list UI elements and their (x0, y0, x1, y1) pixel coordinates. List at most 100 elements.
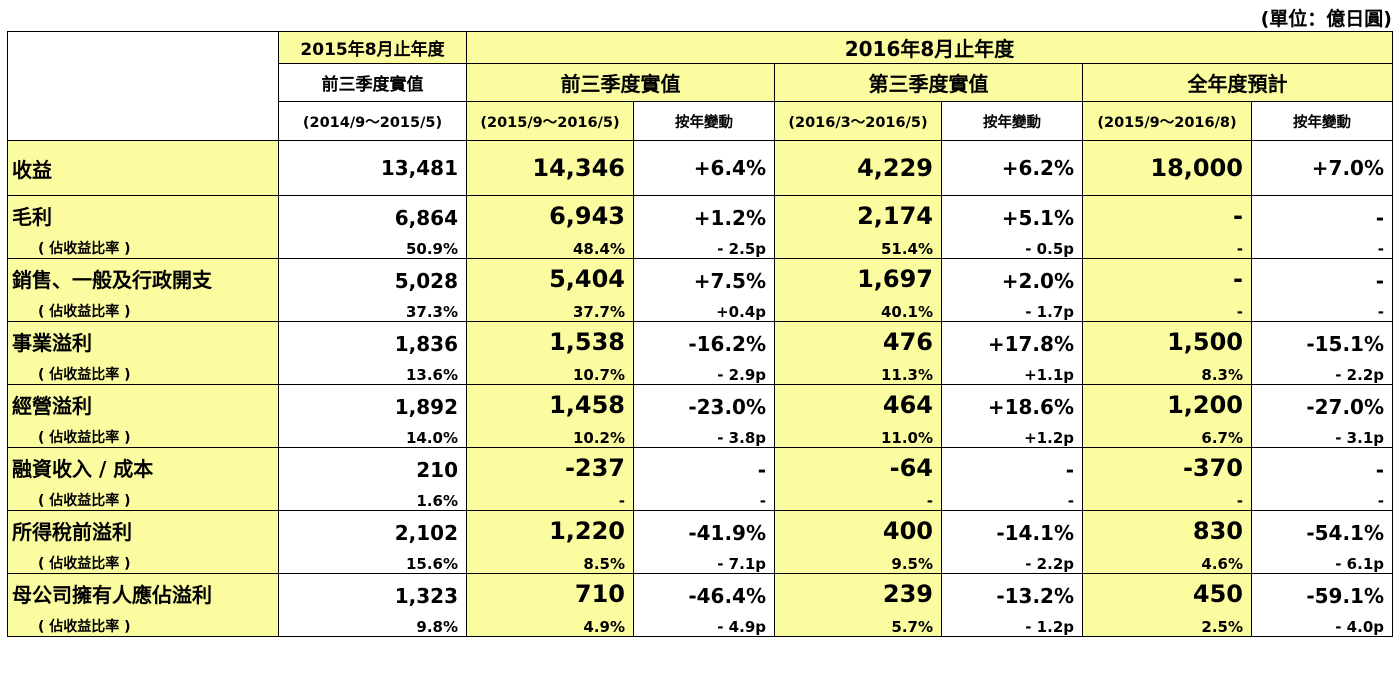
curr-ratio-change: - 3.8p (633, 419, 775, 448)
group-range-1: (2016/3～2016/5) (774, 101, 942, 141)
q3-ratio: - (774, 482, 942, 511)
curr-ratio-change: - 2.5p (633, 230, 775, 259)
fy-ratio-change: - (1251, 293, 1393, 322)
curr-ratio-change: - (633, 482, 775, 511)
curr-change: - (633, 447, 775, 482)
prev-ratio: 1.6% (278, 482, 467, 511)
prev-value: 5,028 (278, 258, 467, 293)
table-body: 收益 13,481 14,346 +6.4% 4,229 +6.2% 18,000 +7.0%… (7, 140, 1393, 637)
fy-ratio: 2.5% (1082, 608, 1252, 637)
group-title-0: 前三季度實值 (466, 63, 775, 102)
curr-change: +7.5% (633, 258, 775, 293)
table-row: 銷售、一般及行政開支 5,028 5,404 +7.5% 1,697 +2.0% - - (7, 258, 1393, 293)
prev-value: 1,836 (278, 321, 467, 356)
prev-value: 6,864 (278, 195, 467, 230)
fy-change: - (1251, 258, 1393, 293)
curr-ratio: 48.4% (466, 230, 634, 259)
header-row-period: 2015年8月止年度 2016年8月止年度 (7, 31, 1393, 141)
curr-ratio-change: +0.4p (633, 293, 775, 322)
q3-value: 4,229 (774, 140, 942, 196)
fy-ratio: 8.3% (1082, 356, 1252, 385)
table-subrow: ( 佔收益比率 ) 9.8% 4.9% - 4.9p 5.7% - 1.2p 2.5% - 4… (7, 608, 1393, 637)
group-range-2: (2015/9～2016/8) (1082, 101, 1252, 141)
fy-ratio: 6.7% (1082, 419, 1252, 448)
header-corner (7, 31, 279, 141)
fy-value: 1,500 (1082, 321, 1252, 356)
table-subrow: ( 佔收益比率 ) 13.6% 10.7% - 2.9p 11.3% +1.1p 8.3% -… (7, 356, 1393, 385)
curr-ratio-change: - 4.9p (633, 608, 775, 637)
fy-change: - (1251, 447, 1393, 482)
fy-value: - (1082, 195, 1252, 230)
fy-change: -27.0% (1251, 384, 1393, 419)
q3-ratio-change: +1.1p (941, 356, 1083, 385)
prev-ratio: 14.0% (278, 419, 467, 448)
fy-change: -15.1% (1251, 321, 1393, 356)
curr-value: 1,220 (466, 510, 634, 545)
row-label: 收益 (7, 140, 279, 196)
curr-value: 14,346 (466, 140, 634, 196)
col-prev-range: (2014/9～2015/5) (278, 101, 467, 141)
fy-ratio: - (1082, 482, 1252, 511)
fy-ratio-change: - 2.2p (1251, 356, 1393, 385)
row-label: 經營溢利 (7, 384, 279, 419)
period-curr: 2016年8月止年度 (466, 31, 1393, 64)
curr-ratio-change: - 2.9p (633, 356, 775, 385)
q3-value: 239 (774, 573, 942, 608)
prev-value: 210 (278, 447, 467, 482)
table-row: 母公司擁有人應佔溢利 1,323 710 -46.4% 239 -13.2% 450 -59.… (7, 573, 1393, 608)
row-label: 毛利 (7, 195, 279, 230)
q3-value: 464 (774, 384, 942, 419)
fy-value: 1,200 (1082, 384, 1252, 419)
q3-ratio-change: - 2.2p (941, 545, 1083, 574)
row-sublabel: ( 佔收益比率 ) (7, 293, 279, 322)
curr-ratio: 4.9% (466, 608, 634, 637)
table-header: 2015年8月止年度 2016年8月止年度 前三季度實值 前三季度實值 第三季度… (7, 31, 1393, 141)
prev-value: 1,892 (278, 384, 467, 419)
fy-ratio: - (1082, 230, 1252, 259)
fy-ratio-change: - (1251, 482, 1393, 511)
prev-ratio: 9.8% (278, 608, 467, 637)
table-subrow: ( 佔收益比率 ) 14.0% 10.2% - 3.8p 11.0% +1.2p 6.7% -… (7, 419, 1393, 448)
row-label: 融資收入 / 成本 (7, 447, 279, 482)
prev-value: 13,481 (278, 140, 467, 196)
curr-change: -16.2% (633, 321, 775, 356)
curr-value: 6,943 (466, 195, 634, 230)
curr-ratio: - (466, 482, 634, 511)
curr-value: 5,404 (466, 258, 634, 293)
q3-value: 1,697 (774, 258, 942, 293)
table-subrow: ( 佔收益比率 ) 50.9% 48.4% - 2.5p 51.4% - 0.5p - - (7, 230, 1393, 259)
q3-ratio: 5.7% (774, 608, 942, 637)
curr-change: +1.2% (633, 195, 775, 230)
row-sublabel: ( 佔收益比率 ) (7, 419, 279, 448)
group-title-2: 全年度預計 (1082, 63, 1393, 102)
header-row-titles: 前三季度實值 前三季度實值 第三季度實值 全年度預計 (8, 63, 1393, 102)
q3-change: +5.1% (941, 195, 1083, 230)
fy-change: -54.1% (1251, 510, 1393, 545)
row-sublabel: ( 佔收益比率 ) (7, 230, 279, 259)
table-subrow: ( 佔收益比率 ) 37.3% 37.7% +0.4p 40.1% - 1.7p - - (7, 293, 1393, 322)
prev-ratio: 37.3% (278, 293, 467, 322)
curr-change: -46.4% (633, 573, 775, 608)
q3-change: -14.1% (941, 510, 1083, 545)
group-change-1: 按年變動 (941, 101, 1083, 141)
row-label: 所得稅前溢利 (7, 510, 279, 545)
group-change-0: 按年變動 (633, 101, 775, 141)
header-row-ranges: (2014/9～2015/5) (2015/9～2016/5) 按年變動 (20… (8, 101, 1393, 141)
fy-change: +7.0% (1251, 140, 1393, 196)
q3-value: 2,174 (774, 195, 942, 230)
row-sublabel: ( 佔收益比率 ) (7, 482, 279, 511)
q3-ratio: 11.0% (774, 419, 942, 448)
period-prev: 2015年8月止年度 (278, 31, 467, 64)
q3-ratio-change: - (941, 482, 1083, 511)
fy-ratio: - (1082, 293, 1252, 322)
q3-value: 476 (774, 321, 942, 356)
q3-ratio: 9.5% (774, 545, 942, 574)
fy-ratio-change: - 4.0p (1251, 608, 1393, 637)
table-row: 所得稅前溢利 2,102 1,220 -41.9% 400 -14.1% 830 -54.1% (7, 510, 1393, 545)
fy-change: -59.1% (1251, 573, 1393, 608)
curr-ratio: 10.7% (466, 356, 634, 385)
q3-ratio-change: - 0.5p (941, 230, 1083, 259)
fy-ratio-change: - 6.1p (1251, 545, 1393, 574)
q3-change: - (941, 447, 1083, 482)
fy-ratio-change: - 3.1p (1251, 419, 1393, 448)
